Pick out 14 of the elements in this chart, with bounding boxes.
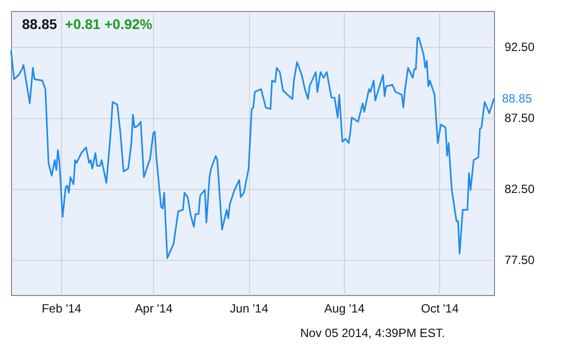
y-tick-label: 87.50 (504, 111, 535, 125)
x-tick-label: Feb '14 (42, 302, 82, 316)
x-tick-label: Apr '14 (134, 302, 173, 316)
x-tick-label: Jun '14 (230, 302, 269, 316)
chart-subtitle: +0.81 +0.92% (65, 16, 152, 32)
y-tick-label: 92.50 (504, 40, 535, 54)
x-tick-label: Aug '14 (324, 302, 365, 316)
x-tick-label: Oct '14 (420, 302, 459, 316)
annotation: 88.85 (502, 91, 532, 106)
y-tick-label: 77.50 (504, 253, 535, 267)
line-series (10, 37, 495, 259)
y-tick-label: 82.50 (504, 182, 535, 196)
chart-title: 88.85 (22, 16, 58, 32)
text: Nov 05 2014, 4:39PM EST. (300, 326, 445, 340)
